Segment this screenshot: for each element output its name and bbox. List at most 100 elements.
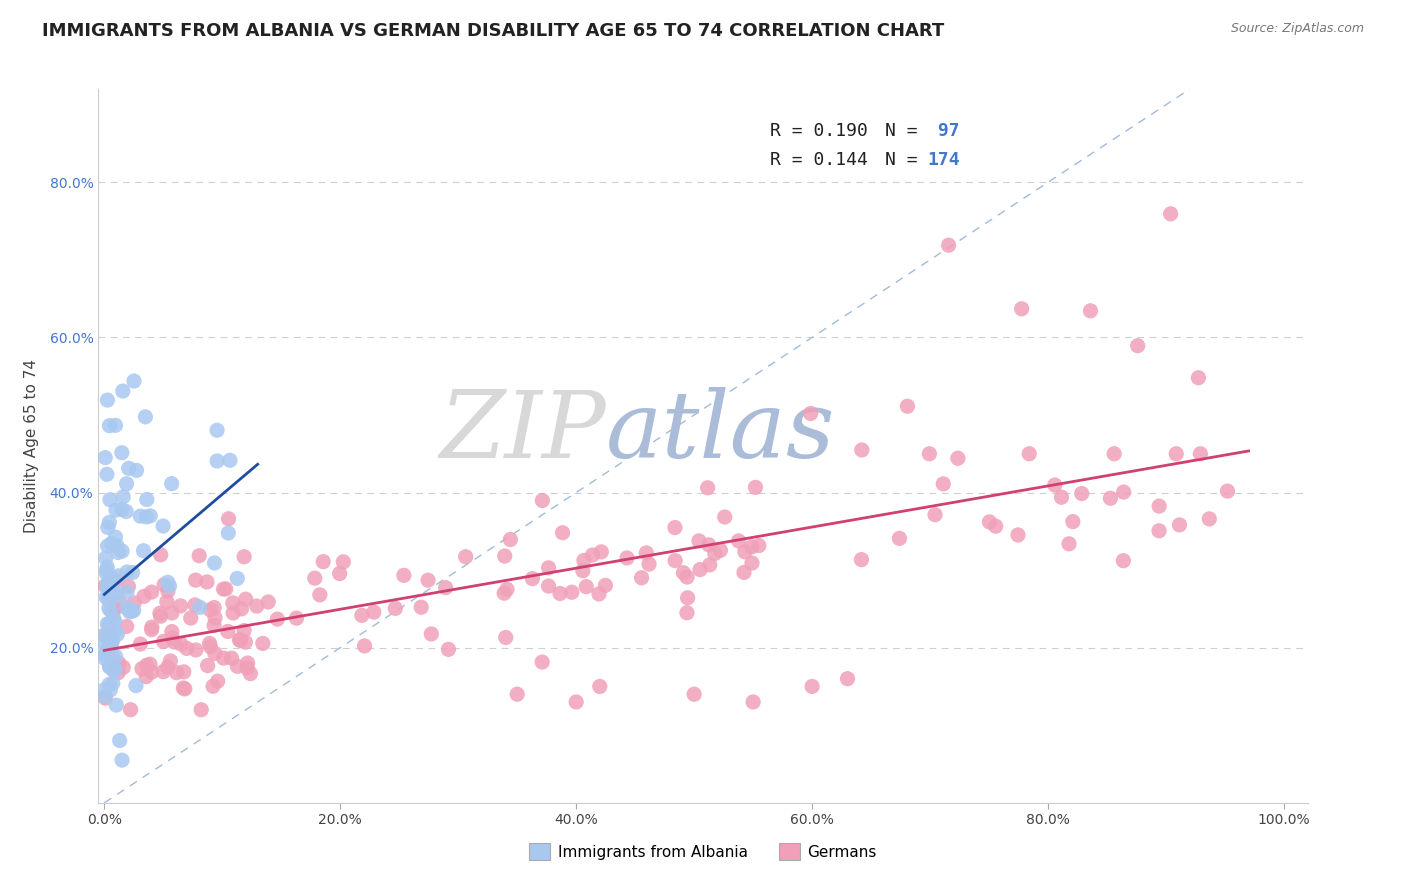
Point bbox=[837, 672, 859, 686]
Point bbox=[112, 490, 135, 504]
Point bbox=[98, 516, 121, 530]
Point bbox=[205, 454, 228, 468]
Point bbox=[233, 549, 256, 564]
Point bbox=[924, 508, 946, 522]
Point bbox=[122, 374, 145, 388]
Point bbox=[135, 670, 157, 684]
Point bbox=[98, 571, 121, 585]
Point bbox=[100, 536, 122, 550]
Point bbox=[98, 658, 121, 673]
Point bbox=[125, 463, 148, 477]
Point bbox=[195, 574, 218, 589]
Point bbox=[709, 543, 731, 558]
Point bbox=[152, 634, 174, 648]
Point bbox=[101, 580, 124, 594]
Point bbox=[252, 636, 274, 650]
Point bbox=[108, 733, 131, 747]
Point bbox=[889, 532, 911, 546]
Point bbox=[246, 599, 269, 613]
Text: 97: 97 bbox=[928, 122, 960, 140]
Point bbox=[1043, 478, 1066, 492]
Point bbox=[96, 579, 118, 593]
Point bbox=[506, 687, 529, 701]
Point bbox=[801, 680, 824, 694]
Point bbox=[197, 658, 219, 673]
Point bbox=[107, 665, 129, 680]
Point bbox=[744, 480, 766, 494]
Point bbox=[454, 549, 477, 564]
Point bbox=[233, 624, 256, 638]
Point bbox=[741, 540, 763, 554]
Point bbox=[105, 698, 128, 712]
Point bbox=[115, 476, 138, 491]
Point bbox=[97, 592, 120, 607]
Point bbox=[332, 555, 354, 569]
Point bbox=[97, 617, 120, 632]
Point bbox=[1099, 491, 1122, 506]
Point bbox=[93, 628, 115, 642]
Point bbox=[350, 608, 373, 623]
Point bbox=[100, 632, 122, 646]
Point bbox=[152, 665, 174, 679]
Point bbox=[101, 606, 124, 620]
Point bbox=[93, 636, 115, 650]
Point bbox=[266, 612, 288, 626]
Point bbox=[103, 661, 125, 675]
Point bbox=[98, 627, 121, 641]
Point bbox=[1112, 485, 1135, 500]
Point bbox=[160, 606, 183, 620]
Point bbox=[104, 649, 127, 664]
Point bbox=[96, 591, 118, 605]
Point bbox=[699, 558, 721, 572]
Point bbox=[100, 638, 122, 652]
Text: R = 0.144: R = 0.144 bbox=[770, 151, 868, 169]
Point bbox=[200, 603, 222, 617]
Point bbox=[207, 674, 229, 689]
Point bbox=[363, 605, 385, 619]
Point bbox=[308, 588, 330, 602]
Point bbox=[1147, 524, 1170, 538]
Point bbox=[163, 635, 186, 649]
Point bbox=[120, 703, 142, 717]
Point bbox=[522, 572, 544, 586]
Point bbox=[96, 560, 118, 574]
Point bbox=[153, 577, 176, 591]
Point bbox=[115, 601, 138, 615]
Legend: Immigrants from Albania, Germans: Immigrants from Albania, Germans bbox=[523, 837, 883, 866]
Point bbox=[118, 605, 141, 619]
Point bbox=[565, 695, 588, 709]
Point bbox=[1198, 512, 1220, 526]
Point bbox=[575, 580, 598, 594]
Point bbox=[212, 651, 235, 665]
Point bbox=[733, 566, 755, 580]
Point bbox=[94, 651, 117, 665]
Point bbox=[132, 589, 155, 603]
Point bbox=[172, 681, 194, 695]
Point bbox=[132, 543, 155, 558]
Text: atlas: atlas bbox=[606, 387, 835, 476]
Point bbox=[188, 549, 211, 563]
Point bbox=[96, 393, 118, 408]
Point bbox=[139, 657, 162, 672]
Point bbox=[304, 571, 326, 585]
Point bbox=[1050, 490, 1073, 504]
Point bbox=[115, 565, 138, 579]
Point bbox=[329, 566, 352, 581]
Point bbox=[979, 515, 1001, 529]
Point bbox=[134, 409, 156, 424]
Point bbox=[676, 606, 699, 620]
Point bbox=[561, 585, 583, 599]
Point bbox=[219, 453, 242, 467]
Point bbox=[636, 546, 658, 560]
Text: ZIP: ZIP bbox=[440, 387, 606, 476]
Point bbox=[103, 612, 125, 626]
Point bbox=[94, 682, 117, 697]
Point bbox=[184, 643, 207, 657]
Point bbox=[589, 680, 612, 694]
Point bbox=[98, 677, 121, 691]
Point bbox=[236, 656, 259, 670]
Point bbox=[149, 548, 172, 562]
Point bbox=[173, 681, 195, 696]
Point bbox=[202, 679, 225, 693]
Point bbox=[1166, 447, 1188, 461]
